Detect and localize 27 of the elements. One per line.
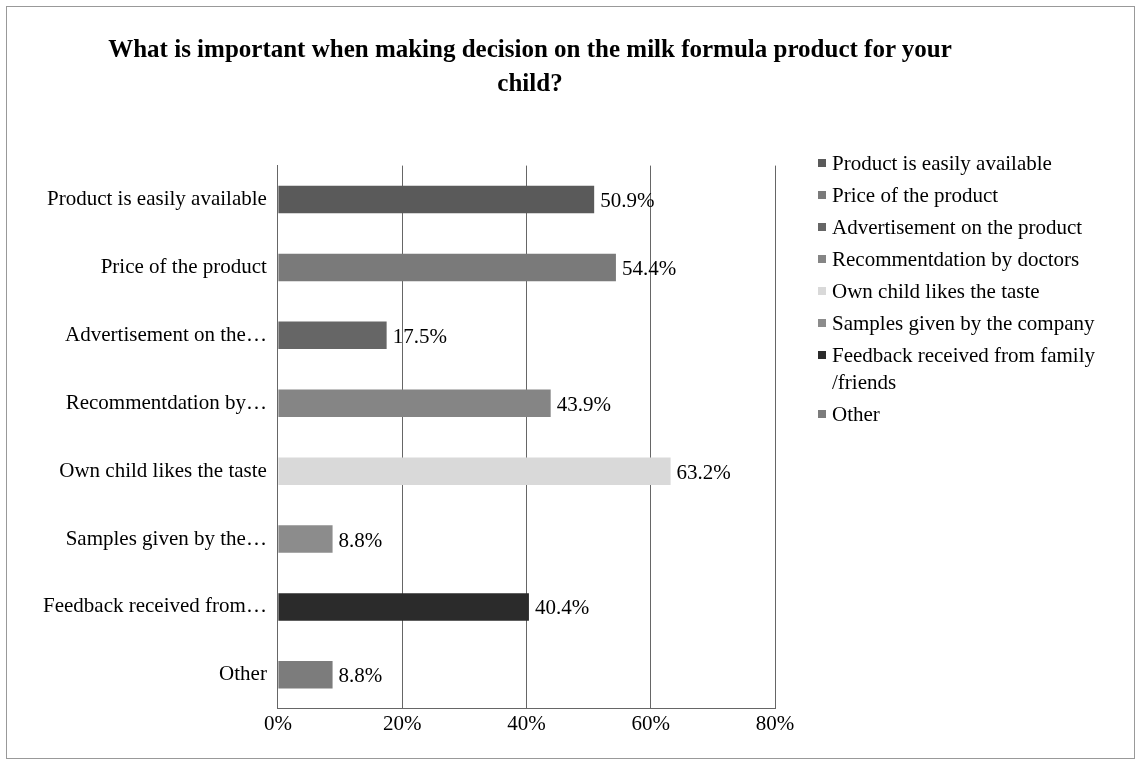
data-label: 40.4% [534,595,590,620]
x-tick-label: 40% [507,710,546,735]
y-tick-label: Price of the product [100,253,268,278]
legend-label: Own child likes the taste [832,278,1040,305]
x-tick-label: 20% [382,710,422,735]
data-label: 8.8% [338,527,383,552]
y-tick-label: Samples given by the… [65,525,267,550]
data-label: 43.9% [556,391,611,416]
x-tick-label: 0% [263,710,292,735]
legend-label: Price of the product [832,182,999,209]
data-label: 8.8% [338,663,383,688]
y-tick-label: Own child likes the taste [59,457,267,482]
legend-label: Other [832,401,880,428]
chart-title: What is important when making decision on the milk formula product for your child? [107,34,953,98]
data-label: 63.2% [676,459,731,484]
y-tick-label: Feedback received from… [42,593,267,618]
x-tick-label: 60% [631,710,670,735]
legend-label: Recommentdation by doctors [832,246,1080,273]
legend-label: Product is easily available [832,150,1052,177]
y-tick-label: Other [219,661,267,686]
legend-label: Feedback received from family /friends [832,342,1096,396]
legend-label: Samples given by the company [832,310,1095,337]
x-tick-label: 80% [755,710,795,735]
y-tick-label: Product is easily available [47,186,267,211]
y-tick-label: Advertisement on the… [65,321,267,346]
legend-label: Advertisement on the product [832,214,1083,241]
y-tick-label: Recommentdation by… [65,389,267,414]
